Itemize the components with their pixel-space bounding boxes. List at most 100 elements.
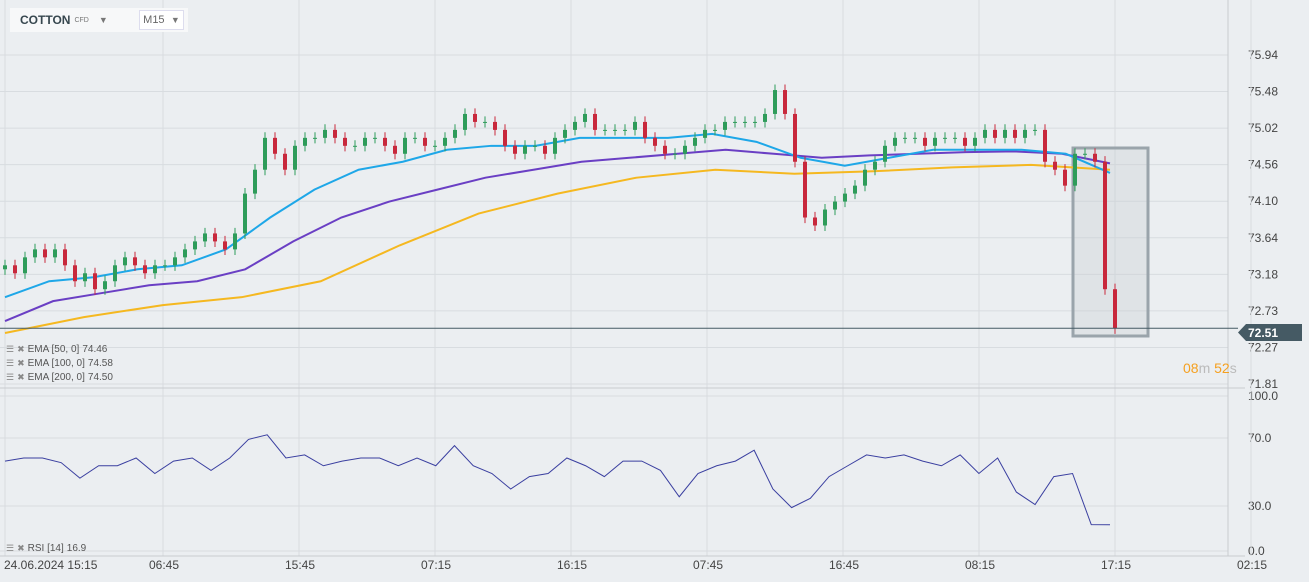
candle — [813, 217, 817, 226]
instrument-type: CFD — [74, 16, 89, 24]
candle — [753, 121, 757, 123]
candle — [283, 153, 287, 170]
candle — [1103, 161, 1107, 290]
candle — [693, 137, 697, 146]
settings-icon[interactable]: ☰ — [6, 358, 15, 368]
price-tick: 75.94 — [1248, 48, 1278, 62]
indicator-label: RSI [14] — [27, 543, 64, 554]
candle — [913, 137, 917, 139]
candle — [1113, 289, 1117, 329]
candle — [683, 145, 687, 154]
symbol-name[interactable]: COTTON — [20, 13, 71, 27]
candle — [263, 137, 267, 170]
timeframe-select[interactable]: M15 ▼ — [139, 10, 184, 30]
candle — [123, 257, 127, 266]
candle — [303, 137, 307, 146]
close-icon[interactable]: ✖ — [17, 372, 25, 382]
price-tick: 75.48 — [1248, 85, 1278, 99]
time-tick: 17:15 — [1101, 558, 1131, 572]
candle — [903, 137, 907, 139]
rsi-tick: 0.0 — [1248, 544, 1265, 558]
settings-icon[interactable]: ☰ — [6, 372, 15, 382]
rsi-tick: 70.0 — [1248, 431, 1272, 445]
candle — [143, 265, 147, 274]
candle — [673, 153, 677, 155]
candle — [383, 137, 387, 146]
candle — [1023, 129, 1027, 138]
chevron-down-icon: ▼ — [170, 15, 180, 25]
candle — [663, 145, 667, 154]
indicator-value: 74.50 — [87, 372, 113, 383]
candle — [3, 265, 7, 270]
candle — [633, 121, 637, 130]
candle — [1083, 153, 1087, 155]
candle — [723, 121, 727, 130]
price-tick: 72.73 — [1248, 304, 1278, 318]
candle — [133, 257, 137, 266]
candle — [93, 273, 97, 290]
candle — [1033, 129, 1037, 131]
candle — [83, 273, 87, 282]
symbol-toolbar: COTTON CFD ▼ M15 ▼ — [10, 8, 188, 32]
current-price-label: 72.51 — [1238, 324, 1302, 341]
candle — [53, 249, 57, 258]
candle — [773, 90, 777, 114]
candle — [103, 281, 107, 290]
legend-rsi: ☰ ✖ RSI [14] 16.9 — [6, 543, 86, 554]
candle — [243, 193, 247, 234]
time-tick: 06:45 — [149, 558, 179, 572]
candle — [883, 145, 887, 162]
candle — [833, 201, 837, 210]
candle — [783, 90, 787, 114]
time-tick: 07:15 — [421, 558, 451, 572]
candle — [613, 129, 617, 131]
candle-countdown: 08m 52s — [1183, 360, 1237, 376]
candle — [993, 129, 997, 138]
candle — [943, 137, 947, 139]
candle — [273, 137, 277, 154]
candle — [343, 137, 347, 146]
candle — [153, 265, 157, 274]
candle — [733, 121, 737, 123]
candle — [1093, 153, 1097, 162]
price-tick: 75.02 — [1248, 121, 1278, 135]
candle — [163, 265, 167, 267]
candle — [313, 137, 317, 139]
candle — [403, 137, 407, 154]
price-tick: 73.18 — [1248, 267, 1278, 281]
candle — [793, 113, 797, 162]
legend-ema50: ☰ ✖ EMA [50, 0] 74.46 — [6, 344, 107, 355]
settings-icon[interactable]: ☰ — [6, 344, 15, 354]
price-tick: 72.27 — [1248, 340, 1278, 354]
candle — [603, 129, 607, 131]
candle — [543, 145, 547, 154]
candle — [763, 113, 767, 122]
close-icon[interactable]: ✖ — [17, 543, 25, 553]
legend-ema200: ☰ ✖ EMA [200, 0] 74.50 — [6, 372, 113, 383]
indicator-value: 74.46 — [82, 344, 108, 355]
indicator-label: EMA [200, 0] — [27, 372, 85, 383]
candle — [43, 249, 47, 258]
candle — [293, 145, 297, 170]
settings-icon[interactable]: ☰ — [6, 543, 15, 553]
candle — [1063, 169, 1067, 186]
candle — [933, 137, 937, 146]
candle — [173, 257, 177, 266]
candle — [1073, 153, 1077, 186]
candle — [203, 233, 207, 242]
indicator-label: EMA [100, 0] — [27, 358, 85, 369]
candle — [13, 265, 17, 274]
candle — [393, 145, 397, 154]
candle — [873, 161, 877, 170]
time-tick: 24.06.2024 15:15 — [4, 558, 98, 572]
price-tick: 71.81 — [1248, 377, 1278, 391]
candle — [323, 129, 327, 138]
symbol-dropdown-icon[interactable]: ▼ — [98, 15, 108, 25]
close-icon[interactable]: ✖ — [17, 344, 25, 354]
ema200-line — [4, 163, 1111, 334]
candle — [1003, 129, 1007, 138]
candle — [373, 137, 377, 139]
candle — [473, 113, 477, 122]
close-icon[interactable]: ✖ — [17, 358, 25, 368]
